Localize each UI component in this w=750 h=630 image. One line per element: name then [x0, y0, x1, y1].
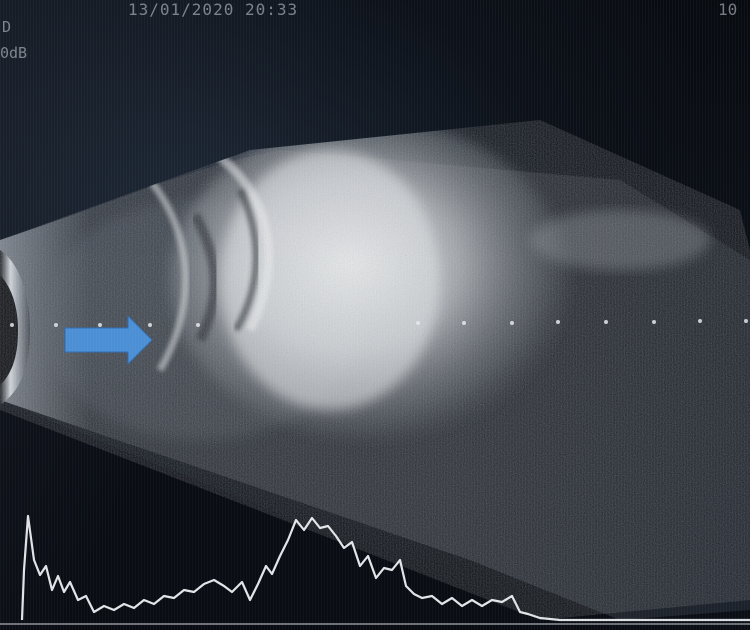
scan-timestamp: 13/01/2020 20:33	[128, 0, 299, 19]
corner-label: 10	[718, 0, 738, 19]
axis-dots	[10, 319, 748, 327]
a-scan-trace	[20, 514, 750, 622]
gain-label: 0dB	[0, 44, 28, 62]
eye-label: D	[2, 18, 12, 36]
arrow-right-icon	[64, 314, 153, 366]
